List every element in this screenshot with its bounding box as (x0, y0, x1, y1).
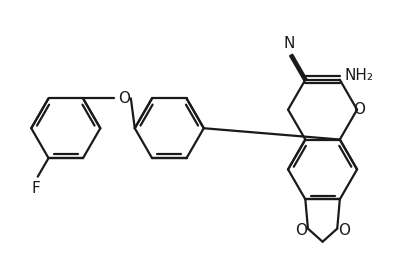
Text: N: N (283, 36, 294, 51)
Text: O: O (294, 223, 306, 238)
Text: O: O (118, 91, 130, 106)
Text: O: O (352, 102, 364, 117)
Text: F: F (31, 181, 40, 196)
Text: NH₂: NH₂ (344, 68, 373, 83)
Text: O: O (337, 223, 350, 238)
